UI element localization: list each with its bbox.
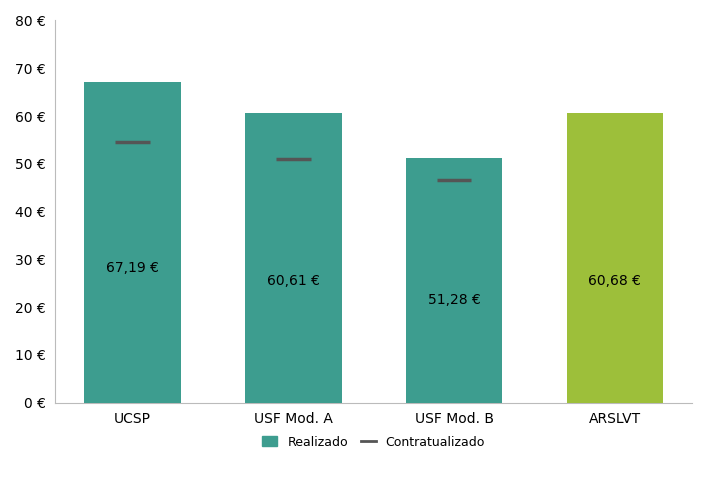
Bar [245,113,341,403]
Legend: Realizado, Contratualizado: Realizado, Contratualizado [257,431,490,453]
Bar [406,158,503,403]
Text: 60,68 €: 60,68 € [588,274,641,288]
Text: 67,19 €: 67,19 € [106,261,159,275]
Bar [566,113,663,403]
Bar [84,82,181,403]
Text: 60,61 €: 60,61 € [267,274,320,288]
Text: 51,28 €: 51,28 € [428,293,481,307]
